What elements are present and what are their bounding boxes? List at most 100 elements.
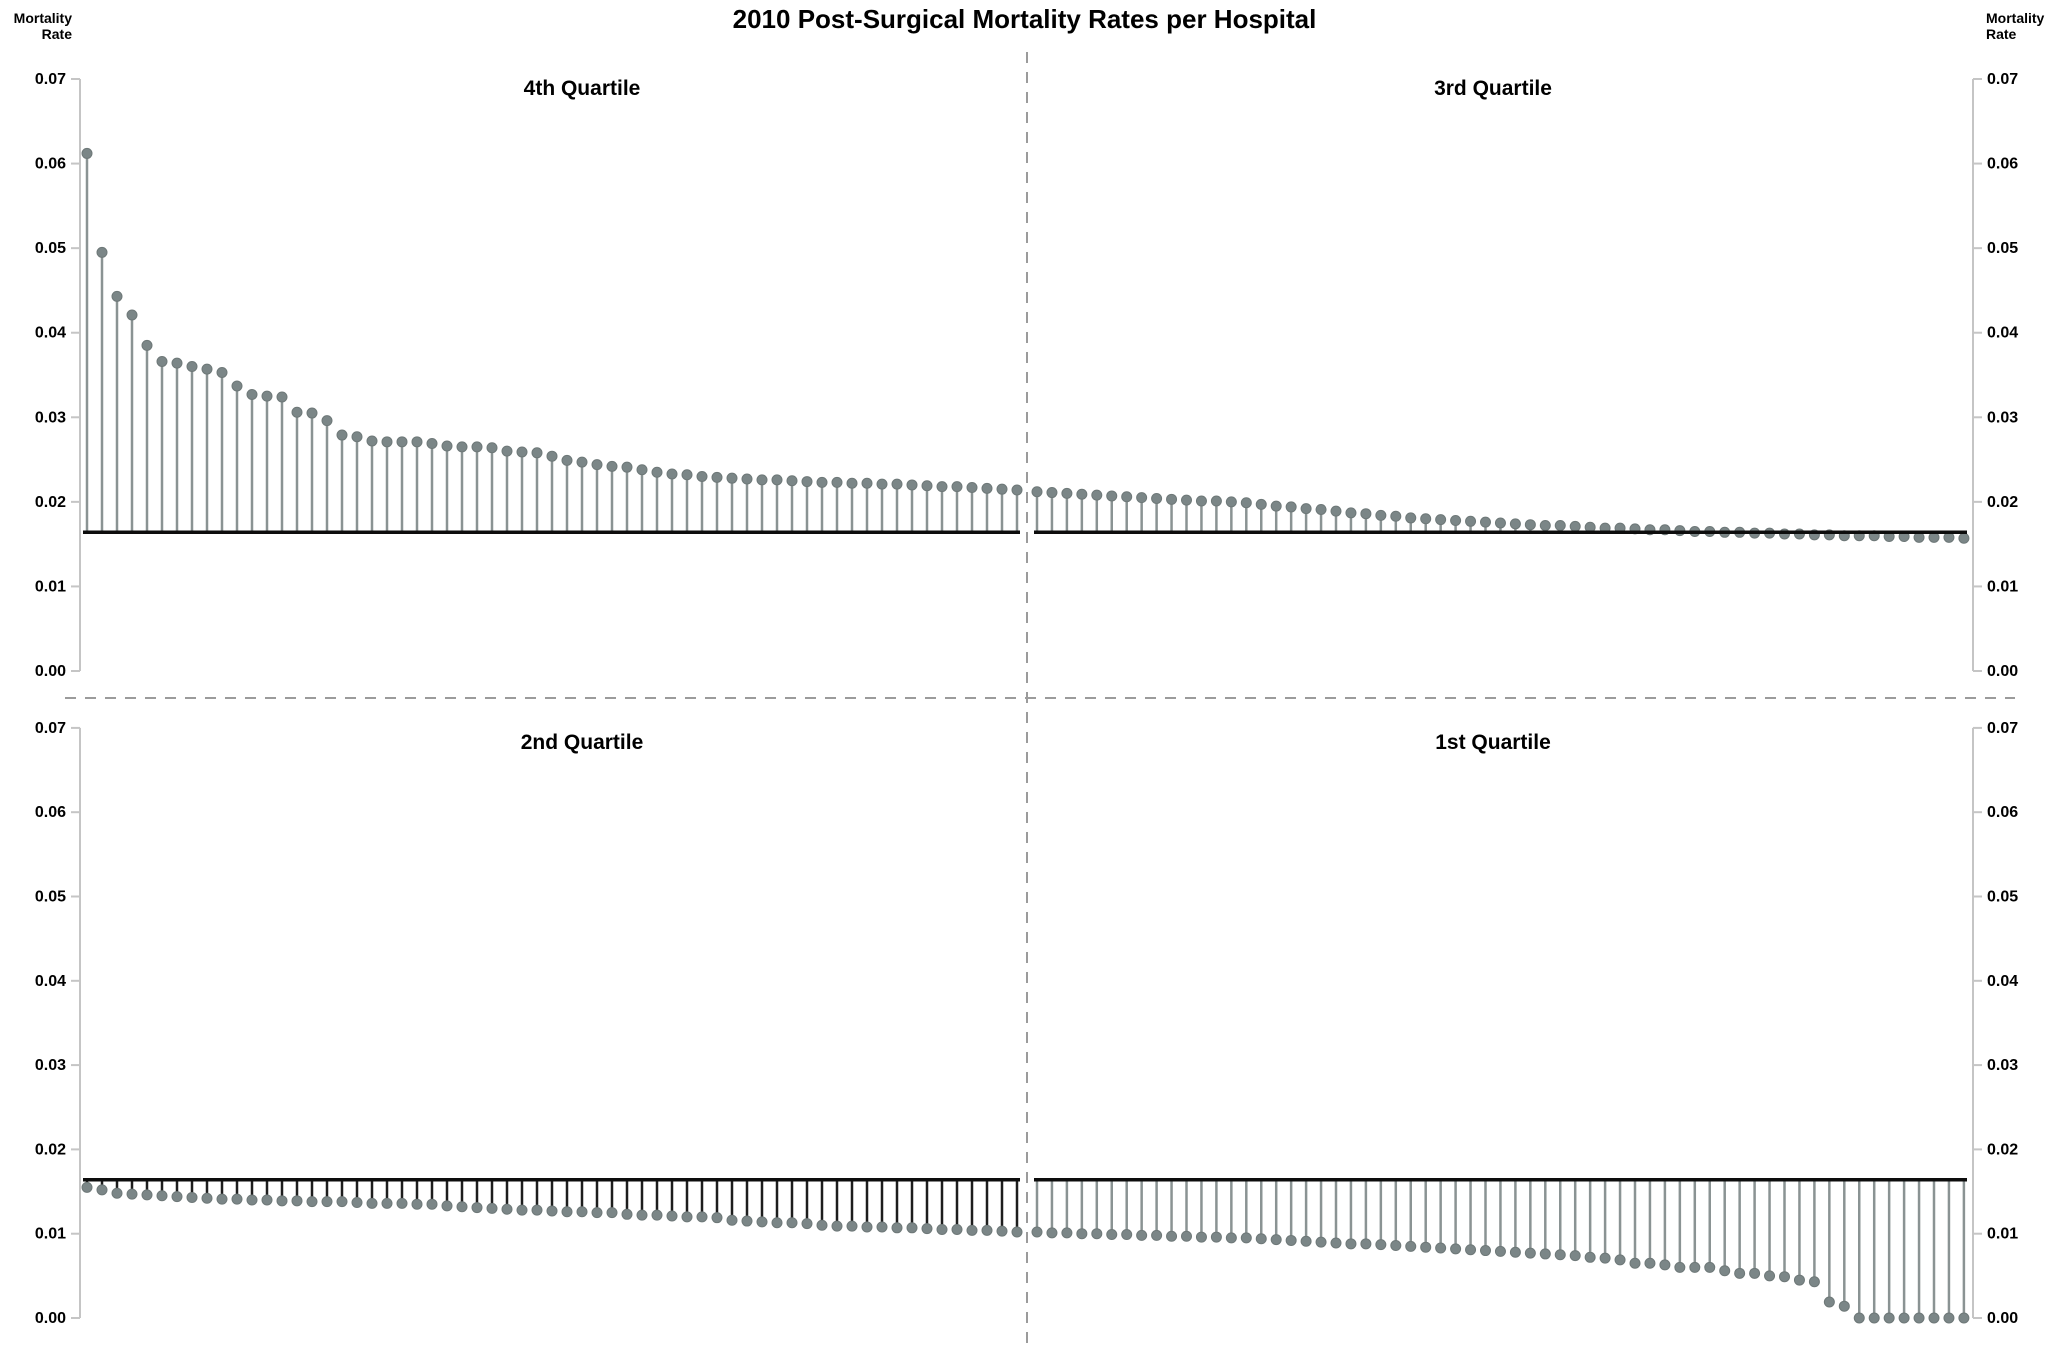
hospital-dot-4th-quartile [517,447,527,457]
hospital-dot-2nd-quartile [832,1221,842,1231]
hospital-dot-2nd-quartile [187,1192,197,1202]
hospital-dot-4th-quartile [892,479,902,489]
hospital-dot-1st-quartile [1780,1272,1790,1282]
hospital-dot-2nd-quartile [382,1198,392,1208]
hospital-dot-4th-quartile [187,362,197,372]
hospital-dot-1st-quartile [1929,1313,1939,1323]
hospital-dot-2nd-quartile [427,1199,437,1209]
hospital-dot-1st-quartile [1899,1313,1909,1323]
hospital-dot-3rd-quartile [1331,506,1341,516]
y-tick-label-right: 0.02 [1987,494,2018,511]
hospital-dot-4th-quartile [952,482,962,492]
y-tick-label-left: 0.04 [35,973,66,990]
hospital-dot-1st-quartile [1122,1230,1132,1240]
hospital-dot-2nd-quartile [517,1205,527,1215]
hospital-dot-4th-quartile [502,446,512,456]
y-tick-label-right: 0.05 [1987,240,2018,257]
hospital-dot-2nd-quartile [247,1195,257,1205]
hospital-dot-2nd-quartile [967,1225,977,1235]
hospital-dot-2nd-quartile [277,1196,287,1206]
hospital-dot-2nd-quartile [352,1198,362,1208]
panel-title-3rd-quartile: 3rd Quartile [1434,77,1552,100]
hospital-dot-4th-quartile [577,457,587,467]
hospital-dot-2nd-quartile [817,1220,827,1230]
hospital-dot-1st-quartile [1720,1266,1730,1276]
hospital-dot-4th-quartile [532,448,542,458]
hospital-dot-3rd-quartile [1959,533,1969,543]
hospital-dot-1st-quartile [1137,1230,1147,1240]
y-tick-label-left: 0.01 [35,578,66,595]
hospital-dot-3rd-quartile [1510,519,1520,529]
hospital-dot-1st-quartile [1540,1249,1550,1259]
hospital-dot-1st-quartile [1047,1228,1057,1238]
y-tick-label-left: 0.06 [35,804,66,821]
hospital-dot-1st-quartile [1914,1313,1924,1323]
hospital-dot-1st-quartile [1062,1228,1072,1238]
hospital-dot-4th-quartile [157,356,167,366]
hospital-dot-2nd-quartile [907,1223,917,1233]
hospital-dot-2nd-quartile [217,1194,227,1204]
panel-title-1st-quartile: 1st Quartile [1435,731,1551,754]
hospital-dot-3rd-quartile [1271,501,1281,511]
hospital-dot-1st-quartile [1107,1230,1117,1240]
panel-title-4th-quartile: 4th Quartile [524,77,641,100]
hospital-dot-4th-quartile [112,291,122,301]
hospital-dot-4th-quartile [322,416,332,426]
hospital-dot-4th-quartile [472,442,482,452]
hospital-dot-1st-quartile [1690,1262,1700,1272]
hospital-dot-1st-quartile [1525,1248,1535,1258]
hospital-dot-2nd-quartile [547,1206,557,1216]
hospital-dot-3rd-quartile [1196,496,1206,506]
hospital-dot-2nd-quartile [982,1225,992,1235]
hospital-dot-2nd-quartile [487,1203,497,1213]
hospital-dot-3rd-quartile [1540,521,1550,531]
hospital-dot-3rd-quartile [1570,521,1580,531]
hospital-dot-2nd-quartile [577,1207,587,1217]
y-tick-label-left: 0.07 [35,71,66,88]
hospital-dot-2nd-quartile [322,1197,332,1207]
hospital-dot-2nd-quartile [397,1198,407,1208]
hospital-dot-1st-quartile [1765,1271,1775,1281]
hospital-dot-1st-quartile [1660,1260,1670,1270]
hospital-dot-2nd-quartile [772,1218,782,1228]
chart-title: 2010 Post-Surgical Mortality Rates per H… [0,4,2049,35]
hospital-dot-2nd-quartile [502,1204,512,1214]
hospital-dot-2nd-quartile [442,1201,452,1211]
hospital-dot-2nd-quartile [412,1199,422,1209]
y-axis-label-right: Mortality Rate [1986,10,2049,42]
hospital-dot-3rd-quartile [1466,516,1476,526]
hospital-dot-2nd-quartile [877,1222,887,1232]
hospital-dot-2nd-quartile [82,1182,92,1192]
hospital-dot-3rd-quartile [1346,508,1356,518]
hospital-dot-4th-quartile [847,478,857,488]
hospital-dot-4th-quartile [922,481,932,491]
hospital-dot-2nd-quartile [742,1216,752,1226]
hospital-dot-2nd-quartile [1012,1227,1022,1237]
hospital-dot-2nd-quartile [592,1208,602,1218]
hospital-dot-2nd-quartile [997,1226,1007,1236]
hospital-dot-3rd-quartile [1152,493,1162,503]
hospital-dot-3rd-quartile [1137,493,1147,503]
hospital-dot-2nd-quartile [202,1193,212,1203]
hospital-dot-2nd-quartile [952,1224,962,1234]
hospital-dot-2nd-quartile [892,1223,902,1233]
hospital-dot-1st-quartile [1869,1313,1879,1323]
hospital-dot-4th-quartile [547,451,557,461]
hospital-dot-2nd-quartile [457,1202,467,1212]
hospital-dot-1st-quartile [1884,1313,1894,1323]
y-tick-label-right: 0.00 [1987,1310,2018,1327]
hospital-dot-4th-quartile [277,392,287,402]
hospital-dot-1st-quartile [1824,1297,1834,1307]
hospital-dot-4th-quartile [667,469,677,479]
hospital-dot-3rd-quartile [1555,521,1565,531]
hospital-dot-1st-quartile [1495,1246,1505,1256]
hospital-dot-4th-quartile [652,467,662,477]
hospital-dot-4th-quartile [442,441,452,451]
hospital-dot-4th-quartile [562,455,572,465]
hospital-dot-2nd-quartile [682,1212,692,1222]
hospital-dot-1st-quartile [1944,1313,1954,1323]
hospital-dot-2nd-quartile [757,1217,767,1227]
hospital-dot-2nd-quartile [367,1198,377,1208]
hospital-dot-1st-quartile [1451,1244,1461,1254]
hospital-dot-4th-quartile [457,442,467,452]
